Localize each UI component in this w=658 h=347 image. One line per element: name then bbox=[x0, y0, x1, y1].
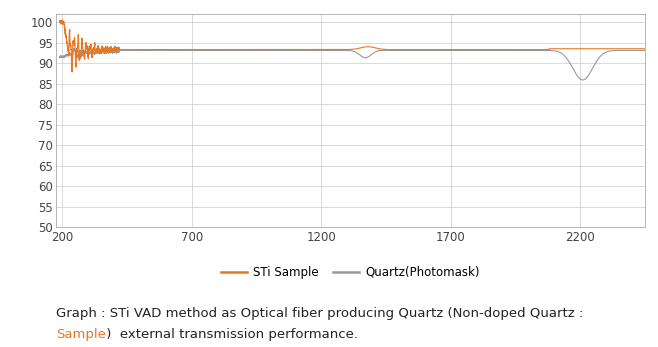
Legend: STi Sample, Quartz(Photomask): STi Sample, Quartz(Photomask) bbox=[216, 261, 484, 283]
Text: )  external transmission performance.: ) external transmission performance. bbox=[102, 328, 358, 341]
Text: Sample: Sample bbox=[56, 328, 106, 341]
Text: Graph : STi VAD method as Optical fiber producing Quartz (Non-doped Quartz :: Graph : STi VAD method as Optical fiber … bbox=[56, 307, 588, 320]
